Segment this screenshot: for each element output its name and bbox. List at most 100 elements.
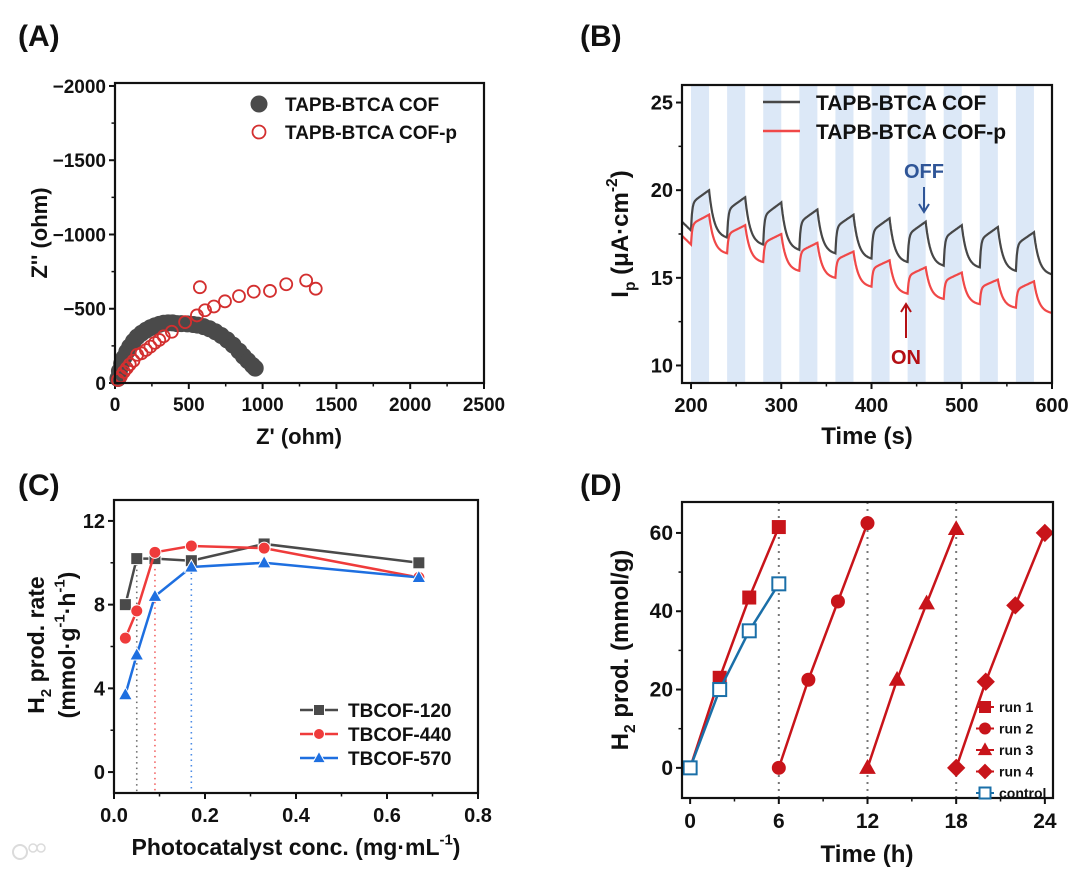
data-point xyxy=(830,594,845,609)
data-point xyxy=(263,284,277,298)
data-point xyxy=(771,760,786,775)
legend: TAPB-BTCA COF TAPB-BTCA COF-p xyxy=(763,92,1006,144)
y-axis-label: Z'' (ohm) xyxy=(27,187,52,278)
light-on-stripe xyxy=(907,85,926,383)
y-tick-label: −500 xyxy=(63,300,106,321)
plot-frame xyxy=(112,498,480,795)
series-line xyxy=(777,522,869,769)
legend-label: TBCOF-440 xyxy=(348,725,451,746)
legend-label: run 3 xyxy=(999,742,1033,758)
data-point xyxy=(279,277,294,292)
series-line xyxy=(688,526,780,769)
data-point xyxy=(192,280,207,295)
off-annotation: OFF xyxy=(904,161,944,183)
legend-label: TAPB-BTCA COF xyxy=(816,92,986,115)
series-line-cof xyxy=(681,188,1053,276)
data-point xyxy=(246,359,264,377)
light-on-stripe xyxy=(763,85,782,383)
legend-label: TAPB-BTCA COF xyxy=(285,95,439,116)
data-point xyxy=(412,556,426,570)
y-tick-label: −1000 xyxy=(53,225,106,246)
legend-label: TBCOF-120 xyxy=(348,701,451,722)
data-point xyxy=(130,552,144,566)
series-tbcof-440 xyxy=(118,539,426,645)
data-point xyxy=(206,299,221,314)
data-point xyxy=(256,554,272,569)
data-point xyxy=(143,339,158,354)
data-point xyxy=(771,520,786,535)
data-point xyxy=(976,672,995,691)
data-point xyxy=(299,273,314,288)
x-tick-label: 0.4 xyxy=(282,805,311,827)
x-tick-label: 0 xyxy=(110,395,121,416)
x-tick-label: 0.6 xyxy=(373,805,401,827)
series-run-4 xyxy=(947,523,1055,778)
data-point xyxy=(147,588,163,602)
data-point xyxy=(860,516,875,531)
x-tick-label: 24 xyxy=(1033,810,1057,833)
legend: TBCOF-120 TBCOF-440 TBCOF-570 xyxy=(300,701,451,770)
panel-label: (C) xyxy=(18,469,60,502)
x-tick-label: 12 xyxy=(856,810,879,833)
light-on-stripe xyxy=(871,85,890,383)
legend-marker xyxy=(978,786,992,800)
plot-frame xyxy=(113,81,486,385)
y-axis-label: Ip​ (μA·cm-2​) xyxy=(604,170,639,297)
legend-marker xyxy=(311,750,327,764)
legend-marker xyxy=(250,95,268,113)
panel-a: (A) 0 500 1000 1500 2000 2500 0 −500 −1000 −1500 −2… xyxy=(18,20,505,449)
series-tbcof-570 xyxy=(117,554,427,701)
arrow-down-icon xyxy=(918,187,930,214)
series-line-cof-p xyxy=(681,212,1053,314)
y-tick-label: 20 xyxy=(651,180,673,202)
y-tick-label: 20 xyxy=(650,679,673,702)
y-tick-label: −2000 xyxy=(53,77,106,98)
data-point xyxy=(152,333,167,347)
x-tick-label: 18 xyxy=(945,810,969,833)
data-point xyxy=(148,545,162,559)
series-cof-p xyxy=(111,273,323,387)
x-tick-label: 2500 xyxy=(463,395,505,416)
axes: 0.0 0.2 0.4 0.6 0.8 0 4 8 12 xyxy=(83,511,492,827)
x-tick-label: 0 xyxy=(684,810,696,833)
series-line xyxy=(955,532,1047,769)
light-on-stripe xyxy=(727,85,746,383)
legend: TAPB-BTCA COF TAPB-BTCA COF-p xyxy=(250,95,457,144)
light-on-stripe xyxy=(835,85,854,383)
light-on-stripe xyxy=(943,85,962,383)
legend-marker xyxy=(313,728,325,740)
x-axis-label: Time (s) xyxy=(821,423,913,450)
data-point xyxy=(801,672,816,687)
x-axis-label: Photocatalyst conc. (mg·mL-1​) xyxy=(132,832,461,860)
x-tick-label: 500 xyxy=(945,395,978,417)
legend-label: run 2 xyxy=(999,721,1033,737)
x-tick-label: 2000 xyxy=(389,395,431,416)
plot-frame xyxy=(680,83,1054,385)
data-point xyxy=(712,682,728,698)
data-point xyxy=(308,281,323,296)
x-tick-label: 300 xyxy=(765,395,798,417)
y-tick-label: 60 xyxy=(650,522,673,545)
data-point xyxy=(411,569,427,584)
data-point xyxy=(741,623,757,639)
y-tick-label: 8 xyxy=(94,595,105,617)
y-tick-label: 0 xyxy=(661,757,673,780)
data-point xyxy=(122,357,137,372)
data-point xyxy=(184,539,198,553)
legend-marker xyxy=(979,722,991,735)
series-run-3 xyxy=(859,520,965,774)
y-axis-label: H2​ prod. (mmol/g) xyxy=(607,550,639,751)
data-point xyxy=(218,294,232,309)
y-tick-label: 40 xyxy=(650,600,673,623)
axes: 0 6 12 18 24 0 20 40 60 xyxy=(650,522,1057,833)
panel-d: (D) 0 6 12 18 24 0 20 40 60 Time (h) H2​ prod. (mmo… xyxy=(580,469,1057,868)
series-line xyxy=(866,528,958,769)
legend-label: TAPB-BTCA COF-p xyxy=(816,121,1006,144)
panel-label: (D) xyxy=(580,469,622,502)
legend-label: TAPB-BTCA COF-p xyxy=(285,123,457,144)
data-point xyxy=(257,541,271,555)
light-on-stripe xyxy=(1015,85,1034,383)
legend: run 1 run 2 run 3 run 4 control xyxy=(976,699,1046,801)
on-annotation: ON xyxy=(891,347,921,369)
